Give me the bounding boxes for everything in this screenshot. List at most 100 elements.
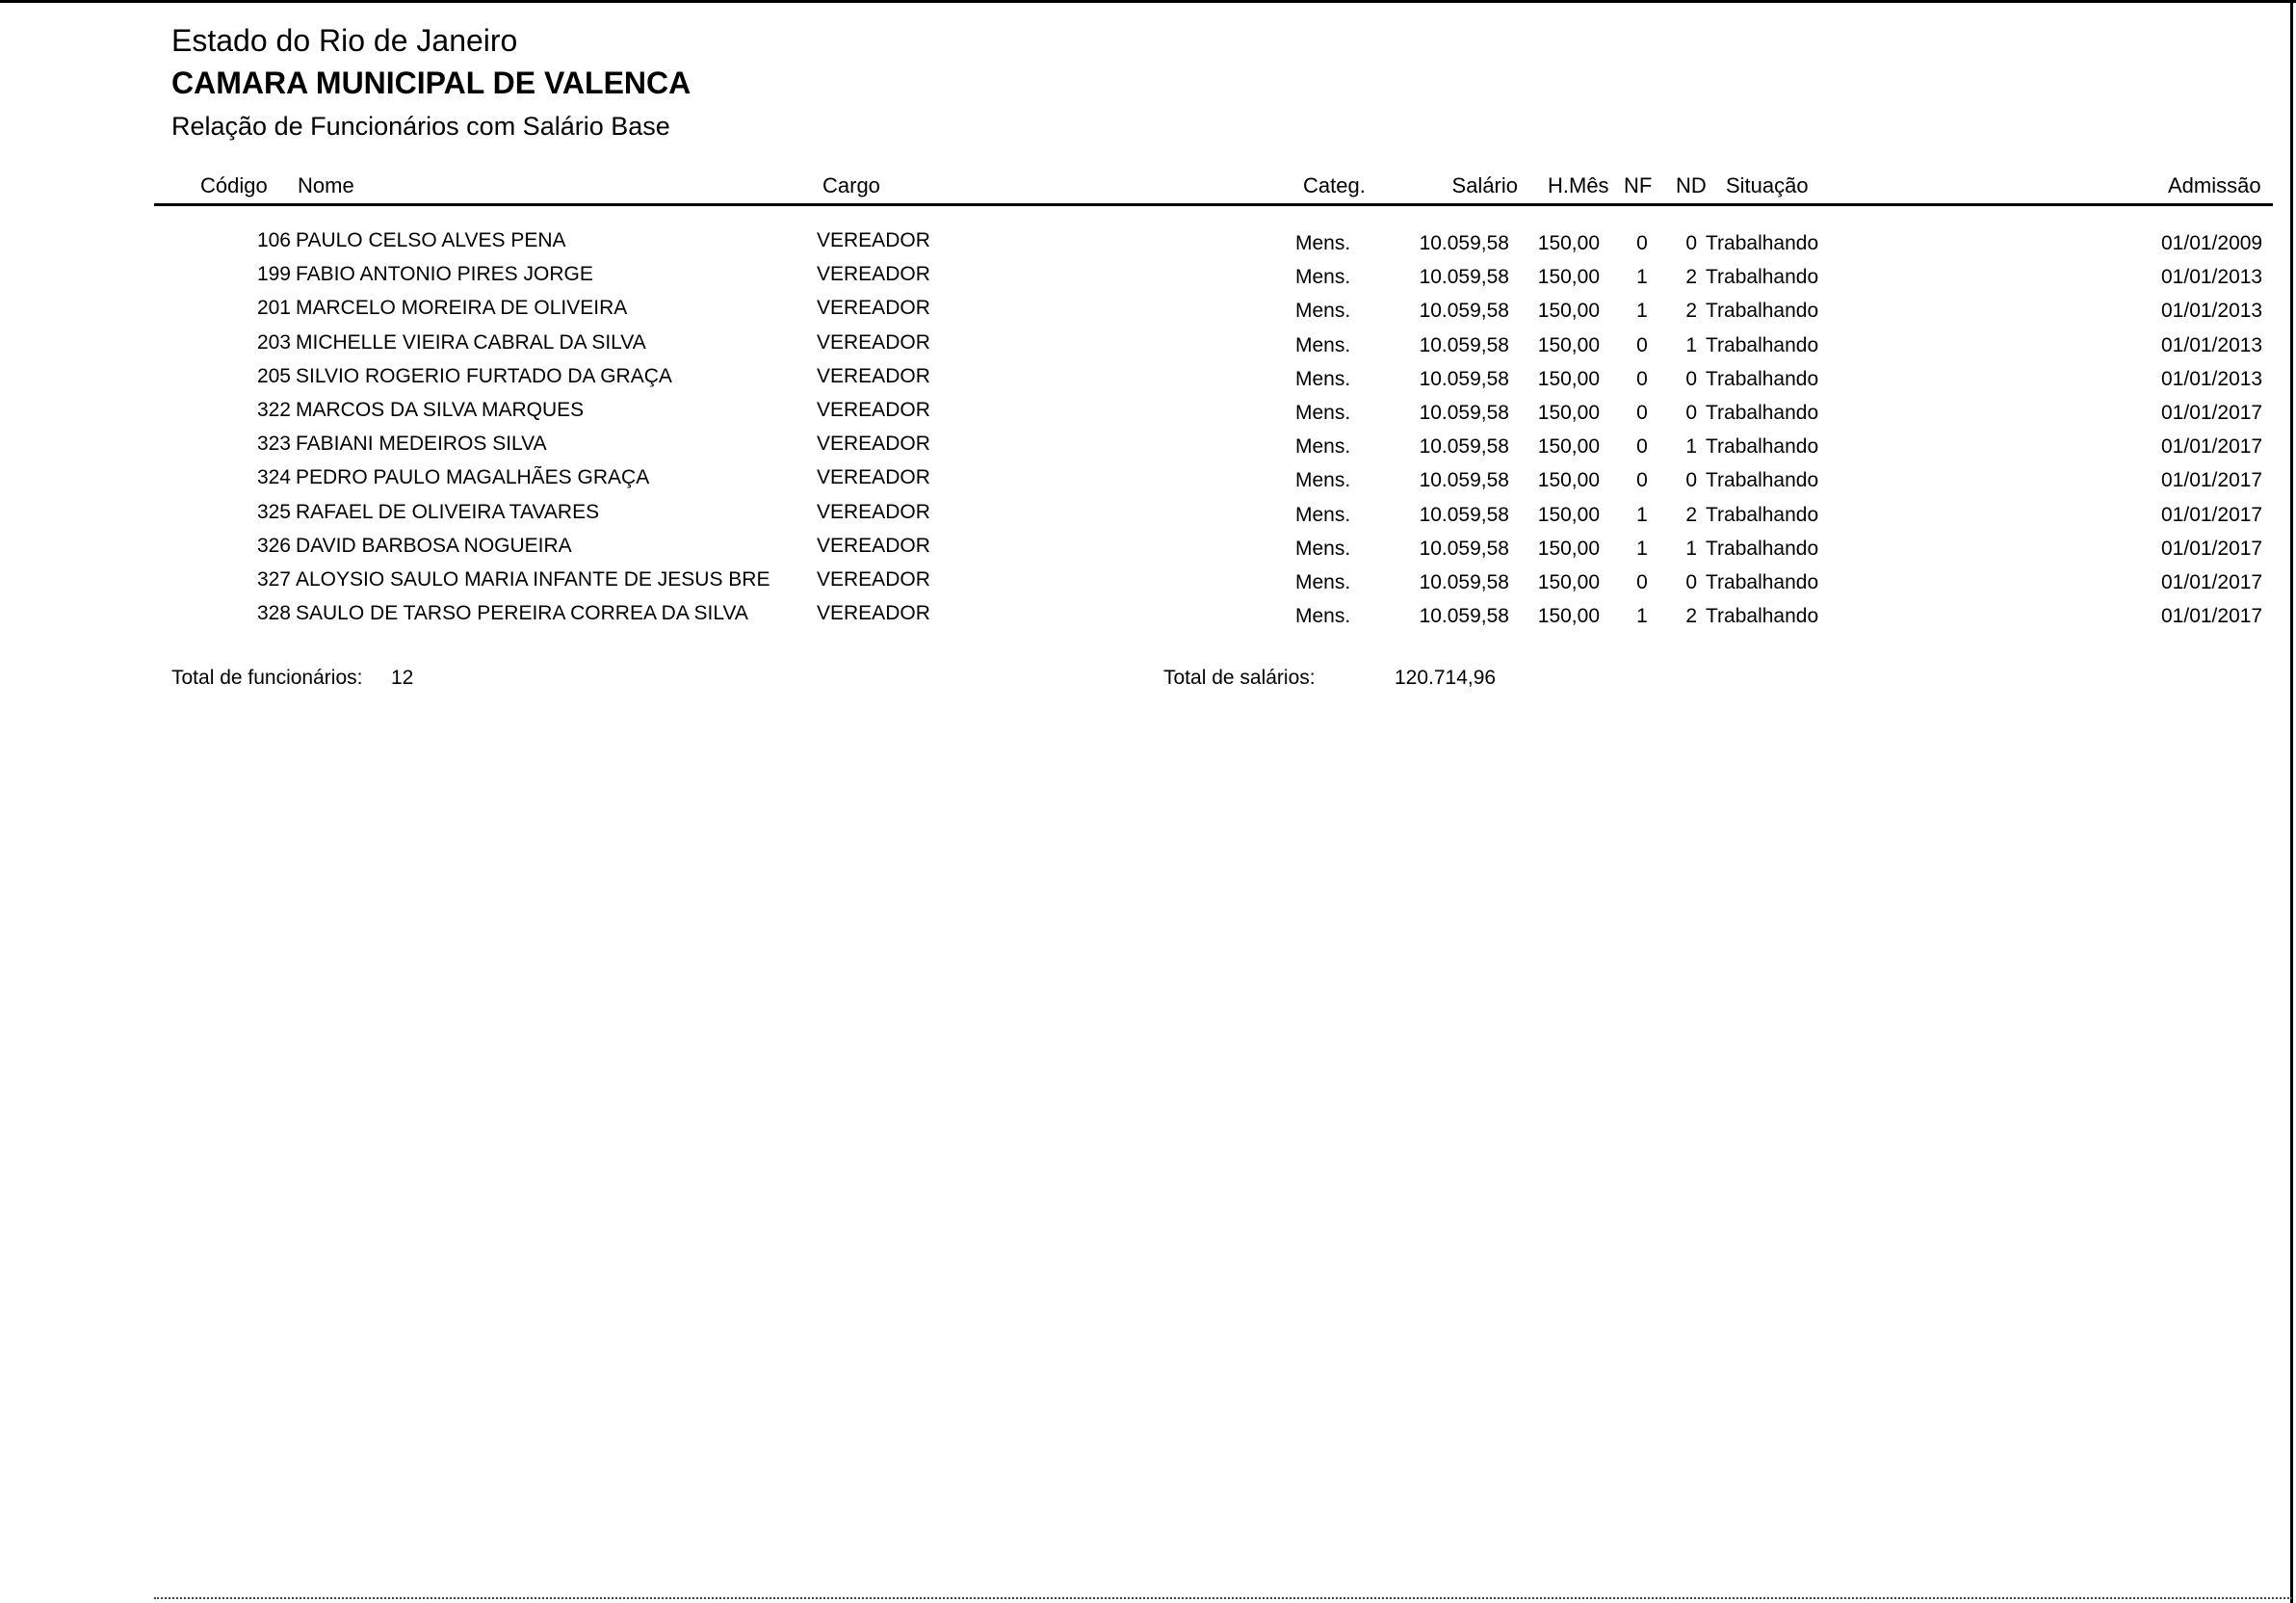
cell-categ: Mens. — [1295, 537, 1351, 560]
cell-situacao: Trabalhando — [1706, 232, 1819, 254]
cell-codigo: 324 — [256, 466, 291, 489]
cell-nd: 0 — [1685, 571, 1697, 593]
cell-nd: 0 — [1685, 367, 1697, 390]
cell-admissao: 01/01/2017 — [2161, 469, 2263, 492]
col-header-nome: Nome — [298, 173, 354, 197]
cell-cargo: VEREADOR — [817, 263, 930, 286]
cell-situacao: Trabalhando — [1706, 300, 1819, 323]
cell-codigo: 203 — [256, 330, 291, 354]
cell-situacao: Trabalhando — [1706, 469, 1819, 492]
cell-nf: 0 — [1636, 402, 1648, 424]
cell-salario: 10.059,58 — [1419, 333, 1509, 356]
state-heading: Estado do Rio de Janeiro — [171, 23, 518, 58]
cell-nome: RAFAEL DE OLIVEIRA TAVARES — [296, 500, 600, 523]
cell-nf: 0 — [1636, 232, 1648, 254]
cell-admissao: 01/01/2017 — [2161, 435, 2263, 459]
cell-hmes: 150,00 — [1537, 300, 1600, 323]
header-rule — [154, 203, 2273, 206]
cell-categ: Mens. — [1295, 232, 1351, 254]
cell-nome: MICHELLE VIEIRA CABRAL DA SILVA — [296, 330, 646, 354]
cell-nf: 0 — [1636, 571, 1648, 593]
cell-cargo: VEREADOR — [817, 330, 930, 354]
cell-hmes: 150,00 — [1537, 435, 1600, 459]
cell-codigo: 326 — [256, 534, 291, 557]
cell-admissao: 01/01/2017 — [2161, 402, 2263, 424]
cell-codigo: 205 — [256, 364, 291, 387]
cell-nome: PEDRO PAULO MAGALHÃES GRAÇA — [296, 466, 650, 489]
cell-cargo: VEREADOR — [817, 297, 930, 320]
cell-salario: 10.059,58 — [1419, 469, 1509, 492]
cell-categ: Mens. — [1295, 571, 1351, 593]
cell-admissao: 01/01/2013 — [2161, 367, 2263, 390]
cell-admissao: 01/01/2013 — [2161, 266, 2263, 289]
cell-nf: 1 — [1636, 537, 1648, 560]
cell-cargo: VEREADOR — [817, 433, 930, 456]
cell-nome: DAVID BARBOSA NOGUEIRA — [296, 534, 572, 557]
cell-nf: 1 — [1636, 503, 1648, 526]
cell-situacao: Trabalhando — [1706, 605, 1819, 628]
cell-nd: 0 — [1685, 469, 1697, 492]
cell-categ: Mens. — [1295, 367, 1351, 390]
cell-nd: 2 — [1685, 300, 1697, 323]
col-header-admissao: Admissão — [2168, 173, 2261, 197]
cell-categ: Mens. — [1295, 333, 1351, 356]
cell-codigo: 328 — [256, 602, 291, 625]
total-salaries-value: 120.714,96 — [1395, 667, 1497, 689]
page-top-border — [0, 0, 2296, 3]
cell-hmes: 150,00 — [1537, 333, 1600, 356]
cell-admissao: 01/01/2013 — [2161, 300, 2263, 323]
col-header-cargo: Cargo — [822, 173, 880, 197]
cell-categ: Mens. — [1295, 435, 1351, 459]
cell-categ: Mens. — [1295, 503, 1351, 526]
cell-nf: 1 — [1636, 266, 1648, 289]
cell-nf: 0 — [1636, 435, 1648, 459]
cell-nome: MARCELO MOREIRA DE OLIVEIRA — [296, 297, 628, 320]
cell-hmes: 150,00 — [1537, 571, 1600, 593]
col-header-hmes: H.Mês — [1548, 173, 1609, 197]
cell-nome: SILVIO ROGERIO FURTADO DA GRAÇA — [296, 364, 672, 387]
cell-salario: 10.059,58 — [1419, 571, 1509, 593]
cell-salario: 10.059,58 — [1419, 537, 1509, 560]
cell-nd: 1 — [1685, 537, 1697, 560]
cell-hmes: 150,00 — [1537, 402, 1600, 424]
organization-heading: CAMARA MUNICIPAL DE VALENCA — [171, 66, 691, 100]
page-bottom-border — [154, 1597, 2292, 1599]
cell-cargo: VEREADOR — [817, 466, 930, 489]
cell-salario: 10.059,58 — [1419, 232, 1509, 254]
cell-codigo: 323 — [256, 433, 291, 456]
cell-codigo: 327 — [256, 568, 291, 591]
cell-situacao: Trabalhando — [1706, 367, 1819, 390]
cell-categ: Mens. — [1295, 266, 1351, 289]
cell-hmes: 150,00 — [1537, 367, 1600, 390]
cell-nf: 1 — [1636, 300, 1648, 323]
cell-codigo: 322 — [256, 399, 291, 421]
cell-nf: 1 — [1636, 605, 1648, 628]
cell-salario: 10.059,58 — [1419, 435, 1509, 459]
cell-hmes: 150,00 — [1537, 605, 1600, 628]
cell-codigo: 325 — [256, 500, 291, 523]
cell-nf: 0 — [1636, 469, 1648, 492]
col-header-categ: Categ. — [1303, 173, 1366, 197]
cell-categ: Mens. — [1295, 605, 1351, 628]
cell-categ: Mens. — [1295, 402, 1351, 424]
cell-nome: ALOYSIO SAULO MARIA INFANTE DE JESUS BRE — [296, 568, 770, 591]
cell-codigo: 201 — [256, 297, 291, 320]
cell-cargo: VEREADOR — [817, 534, 930, 557]
cell-admissao: 01/01/2017 — [2161, 537, 2263, 560]
cell-nome: PAULO CELSO ALVES PENA — [296, 229, 566, 251]
cell-nd: 2 — [1685, 605, 1697, 628]
cell-nd: 2 — [1685, 266, 1697, 289]
cell-situacao: Trabalhando — [1706, 435, 1819, 459]
cell-hmes: 150,00 — [1537, 469, 1600, 492]
col-header-nd: ND — [1676, 173, 1707, 197]
cell-nd: 0 — [1685, 402, 1697, 424]
cell-nf: 0 — [1636, 333, 1648, 356]
cell-nd: 1 — [1685, 333, 1697, 356]
cell-salario: 10.059,58 — [1419, 402, 1509, 424]
cell-situacao: Trabalhando — [1706, 402, 1819, 424]
col-header-salario: Salário — [1451, 173, 1518, 197]
col-header-situacao: Situação — [1726, 173, 1809, 197]
cell-salario: 10.059,58 — [1419, 367, 1509, 390]
cell-admissao: 01/01/2017 — [2161, 605, 2263, 628]
cell-categ: Mens. — [1295, 300, 1351, 323]
